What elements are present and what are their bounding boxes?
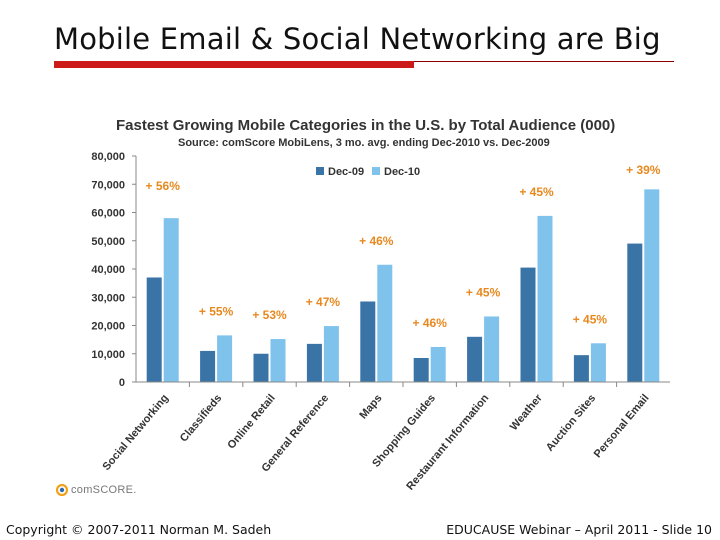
bar-dec-09-restaurant-information: [467, 336, 483, 382]
x-axis-labels: Social Networking Classifieds Online Retai…: [101, 382, 652, 493]
y-tick-label: 40,000: [91, 264, 125, 276]
bar-dec-10-auction-sites: [590, 343, 606, 382]
legend: Dec-09 Dec-10: [316, 166, 420, 178]
growth-annotations: + 56% + 55% + 53% + 47% + 46% + 46% + 45% + 45%…: [146, 163, 661, 330]
growth-label-weather: + 45%: [519, 185, 554, 199]
bar-dec-09-personal-email: [627, 243, 643, 382]
growth-label-auction-sites: + 45%: [573, 312, 608, 326]
bar-dec-10-shopping-guides: [430, 346, 446, 382]
comscore-logo-icon: [56, 484, 68, 496]
bar-dec-09-online-retail: [253, 353, 269, 382]
legend-swatch-dec-10: [372, 167, 380, 175]
growth-label-shopping-guides: + 46%: [413, 316, 448, 330]
y-tick-label: 70,000: [91, 179, 125, 191]
bar-dec-09-social-networking: [146, 277, 162, 382]
chart-subtitle: Source: comScore MobiLens, 3 mo. avg. en…: [178, 137, 550, 149]
bar-dec-09-classifieds: [200, 350, 216, 382]
logo-text: comSCORE.: [71, 484, 137, 496]
growth-label-personal-email: + 39%: [626, 163, 661, 177]
slide-title: Mobile Email & Social Networking are Big: [54, 22, 661, 56]
bar-dec-09-maps: [360, 301, 376, 382]
y-tick-label: 30,000: [91, 292, 125, 304]
y-tick-label: 0: [119, 377, 125, 389]
growth-label-restaurant-information: + 45%: [466, 285, 501, 299]
bar-dec-10-maps: [377, 264, 393, 382]
footer-copyright: Copyright © 2007-2011 Norman M. Sadeh: [6, 522, 272, 537]
x-tick-label-weather: Weather: [508, 392, 545, 433]
title-underline-rule: [414, 61, 674, 62]
growth-label-maps: + 46%: [359, 234, 394, 248]
x-tick-label-auction-sites: Auction Sites: [544, 392, 598, 454]
axes: [135, 156, 670, 383]
y-tick-label: 20,000: [91, 321, 125, 333]
title-underline-accent: [54, 61, 414, 68]
bar-dec-09-auction-sites: [573, 355, 589, 382]
legend-label-dec-09: Dec-09: [328, 166, 364, 178]
x-tick-label-personal-email: Personal Email: [592, 392, 652, 460]
footer-slide-info: EDUCAUSE Webinar – April 2011 - Slide 10: [446, 522, 712, 537]
legend-label-dec-10: Dec-10: [384, 166, 420, 178]
x-tick-label-maps: Maps: [357, 392, 384, 421]
bar-dec-10-online-retail: [270, 339, 286, 382]
bar-dec-10-social-networking: [163, 218, 179, 382]
bar-dec-09-shopping-guides: [413, 357, 429, 382]
bar-dec-09-weather: [520, 267, 536, 382]
chart-title: Fastest Growing Mobile Categories in the…: [116, 117, 615, 134]
x-tick-label-social-networking: Social Networking: [101, 392, 171, 473]
y-tick-label: 60,000: [91, 208, 125, 220]
comscore-logo: comSCORE.: [56, 484, 137, 496]
growth-label-general-reference: + 47%: [306, 295, 341, 309]
y-tick-label: 10,000: [91, 349, 125, 361]
growth-label-social-networking: + 56%: [146, 179, 181, 193]
bar-dec-09-general-reference: [306, 343, 322, 382]
bar-dec-10-classifieds: [217, 335, 233, 382]
bar-dec-10-personal-email: [644, 189, 660, 382]
y-tick-label: 50,000: [91, 236, 125, 248]
y-axis-ticks: 80,000 70,000 60,000 50,000 40,000 30,000 20,0…: [91, 151, 136, 389]
bar-dec-10-general-reference: [323, 326, 339, 382]
growth-label-online-retail: + 53%: [252, 308, 287, 322]
growth-label-classifieds: + 55%: [199, 304, 234, 318]
y-tick-label: 80,000: [91, 151, 125, 163]
x-tick-label-online-retail: Online Retail: [225, 392, 277, 451]
bars: [146, 189, 660, 382]
legend-swatch-dec-09: [316, 167, 324, 175]
bar-dec-10-weather: [537, 215, 553, 382]
x-tick-label-classifieds: Classifieds: [178, 392, 225, 444]
bar-dec-10-restaurant-information: [484, 316, 500, 382]
